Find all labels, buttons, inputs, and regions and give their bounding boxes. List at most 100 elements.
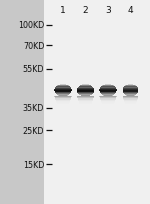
FancyBboxPatch shape: [99, 91, 117, 92]
FancyBboxPatch shape: [54, 97, 72, 98]
FancyBboxPatch shape: [104, 85, 112, 86]
FancyBboxPatch shape: [123, 97, 138, 98]
FancyBboxPatch shape: [78, 99, 93, 100]
FancyBboxPatch shape: [61, 96, 65, 97]
FancyBboxPatch shape: [128, 96, 133, 97]
FancyBboxPatch shape: [100, 98, 116, 99]
FancyBboxPatch shape: [125, 86, 136, 87]
FancyBboxPatch shape: [102, 86, 114, 87]
FancyBboxPatch shape: [79, 94, 92, 95]
FancyBboxPatch shape: [123, 98, 138, 99]
FancyBboxPatch shape: [82, 96, 89, 97]
Text: 100KD: 100KD: [18, 21, 44, 30]
FancyBboxPatch shape: [60, 96, 66, 97]
FancyBboxPatch shape: [54, 91, 72, 92]
FancyBboxPatch shape: [77, 90, 94, 91]
FancyBboxPatch shape: [77, 97, 94, 98]
FancyBboxPatch shape: [55, 92, 71, 93]
FancyBboxPatch shape: [102, 95, 114, 96]
FancyBboxPatch shape: [123, 92, 138, 93]
FancyBboxPatch shape: [79, 94, 92, 95]
FancyBboxPatch shape: [55, 97, 71, 98]
FancyBboxPatch shape: [58, 95, 68, 96]
FancyBboxPatch shape: [44, 0, 150, 204]
Text: 3: 3: [105, 6, 111, 15]
FancyBboxPatch shape: [77, 98, 94, 99]
FancyBboxPatch shape: [123, 97, 138, 98]
FancyBboxPatch shape: [123, 90, 138, 91]
FancyBboxPatch shape: [77, 97, 94, 98]
FancyBboxPatch shape: [101, 87, 115, 88]
FancyBboxPatch shape: [126, 95, 135, 96]
FancyBboxPatch shape: [123, 92, 138, 93]
FancyBboxPatch shape: [54, 97, 72, 98]
FancyBboxPatch shape: [100, 88, 116, 89]
FancyBboxPatch shape: [99, 97, 117, 98]
FancyBboxPatch shape: [123, 88, 138, 89]
FancyBboxPatch shape: [78, 93, 93, 94]
FancyBboxPatch shape: [77, 91, 94, 92]
FancyBboxPatch shape: [56, 94, 70, 95]
FancyBboxPatch shape: [123, 93, 138, 94]
FancyBboxPatch shape: [77, 98, 94, 99]
FancyBboxPatch shape: [80, 95, 91, 96]
FancyBboxPatch shape: [54, 91, 72, 92]
FancyBboxPatch shape: [100, 92, 116, 93]
FancyBboxPatch shape: [123, 93, 138, 94]
FancyBboxPatch shape: [123, 98, 138, 99]
FancyBboxPatch shape: [123, 91, 138, 92]
FancyBboxPatch shape: [103, 95, 113, 96]
FancyBboxPatch shape: [56, 94, 70, 95]
FancyBboxPatch shape: [100, 93, 116, 94]
FancyBboxPatch shape: [59, 85, 67, 86]
FancyBboxPatch shape: [100, 89, 116, 90]
FancyBboxPatch shape: [55, 92, 71, 93]
FancyBboxPatch shape: [99, 97, 117, 98]
FancyBboxPatch shape: [56, 87, 70, 88]
FancyBboxPatch shape: [55, 93, 71, 94]
FancyBboxPatch shape: [83, 96, 88, 97]
FancyBboxPatch shape: [100, 93, 116, 94]
FancyBboxPatch shape: [99, 91, 117, 92]
FancyBboxPatch shape: [80, 95, 91, 96]
Text: 2: 2: [83, 6, 88, 15]
FancyBboxPatch shape: [55, 88, 71, 89]
FancyBboxPatch shape: [124, 94, 137, 95]
FancyBboxPatch shape: [100, 92, 116, 93]
FancyBboxPatch shape: [123, 99, 138, 100]
FancyBboxPatch shape: [105, 96, 111, 97]
FancyBboxPatch shape: [79, 86, 92, 87]
Text: 15KD: 15KD: [23, 160, 44, 169]
FancyBboxPatch shape: [57, 95, 69, 96]
FancyBboxPatch shape: [128, 96, 133, 97]
FancyBboxPatch shape: [100, 98, 116, 99]
FancyBboxPatch shape: [101, 94, 115, 95]
FancyBboxPatch shape: [100, 97, 116, 98]
FancyBboxPatch shape: [55, 98, 71, 99]
FancyBboxPatch shape: [77, 92, 94, 93]
Text: 1: 1: [60, 6, 66, 15]
FancyBboxPatch shape: [77, 92, 94, 93]
Text: 4: 4: [128, 6, 133, 15]
FancyBboxPatch shape: [125, 95, 136, 96]
Text: 25KD: 25KD: [23, 126, 44, 135]
FancyBboxPatch shape: [55, 93, 71, 94]
FancyBboxPatch shape: [127, 85, 134, 86]
FancyBboxPatch shape: [106, 96, 110, 97]
FancyBboxPatch shape: [55, 89, 71, 90]
FancyBboxPatch shape: [77, 97, 94, 98]
FancyBboxPatch shape: [81, 85, 90, 86]
FancyBboxPatch shape: [123, 89, 138, 90]
FancyBboxPatch shape: [78, 87, 93, 88]
FancyBboxPatch shape: [124, 94, 137, 95]
FancyBboxPatch shape: [57, 86, 69, 87]
FancyBboxPatch shape: [99, 90, 117, 91]
FancyBboxPatch shape: [55, 98, 71, 99]
Text: 35KD: 35KD: [23, 104, 44, 113]
FancyBboxPatch shape: [123, 97, 138, 98]
FancyBboxPatch shape: [77, 89, 94, 90]
FancyBboxPatch shape: [78, 88, 93, 89]
FancyBboxPatch shape: [124, 87, 137, 88]
FancyBboxPatch shape: [123, 91, 138, 92]
Text: 70KD: 70KD: [23, 41, 44, 50]
